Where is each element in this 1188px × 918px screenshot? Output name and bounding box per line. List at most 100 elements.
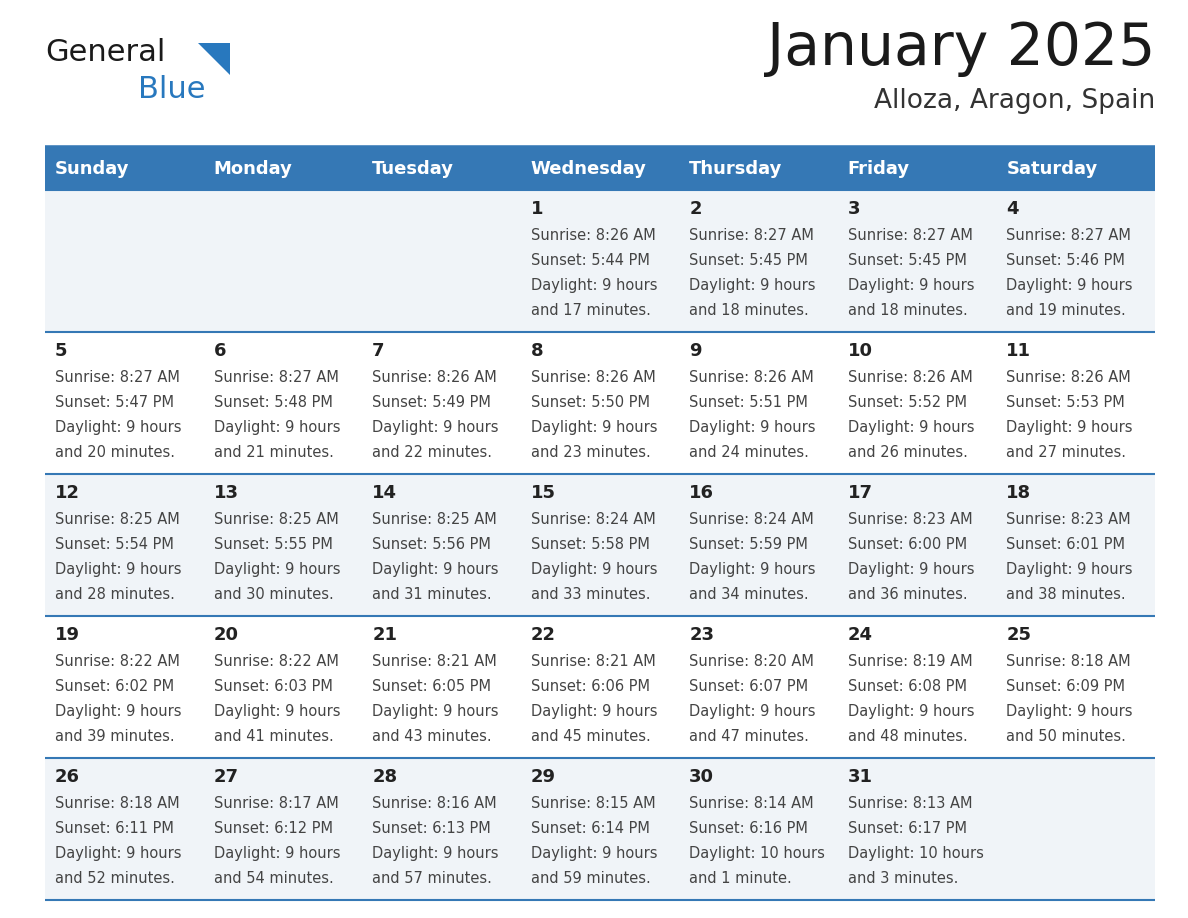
Text: and 52 minutes.: and 52 minutes.	[55, 870, 175, 886]
Text: and 54 minutes.: and 54 minutes.	[214, 870, 334, 886]
Text: Sunrise: 8:24 AM: Sunrise: 8:24 AM	[531, 512, 656, 527]
Text: and 50 minutes.: and 50 minutes.	[1006, 729, 1126, 744]
Text: Tuesday: Tuesday	[372, 160, 454, 178]
Text: Sunset: 5:59 PM: Sunset: 5:59 PM	[689, 537, 808, 552]
Text: Sunset: 6:01 PM: Sunset: 6:01 PM	[1006, 537, 1125, 552]
Text: Sunset: 5:52 PM: Sunset: 5:52 PM	[848, 395, 967, 410]
Text: January 2025: January 2025	[766, 20, 1155, 77]
Text: and 27 minutes.: and 27 minutes.	[1006, 444, 1126, 460]
Bar	[45, 758, 1155, 900]
Text: Blue: Blue	[138, 75, 206, 104]
Text: Monday: Monday	[214, 160, 292, 178]
Text: and 23 minutes.: and 23 minutes.	[531, 444, 651, 460]
Polygon shape	[198, 43, 230, 75]
Text: Sunrise: 8:27 AM: Sunrise: 8:27 AM	[689, 228, 814, 243]
Text: Sunrise: 8:25 AM: Sunrise: 8:25 AM	[55, 512, 179, 527]
Text: 23: 23	[689, 626, 714, 644]
Text: Sunset: 5:46 PM: Sunset: 5:46 PM	[1006, 252, 1125, 268]
Text: Sunrise: 8:18 AM: Sunrise: 8:18 AM	[1006, 654, 1131, 669]
Text: 21: 21	[372, 626, 397, 644]
Text: and 3 minutes.: and 3 minutes.	[848, 870, 959, 886]
Text: Sunrise: 8:22 AM: Sunrise: 8:22 AM	[55, 654, 179, 669]
Text: Daylight: 9 hours: Daylight: 9 hours	[689, 420, 816, 435]
Text: and 39 minutes.: and 39 minutes.	[55, 729, 175, 744]
Text: Sunrise: 8:22 AM: Sunrise: 8:22 AM	[214, 654, 339, 669]
Text: Daylight: 9 hours: Daylight: 9 hours	[848, 704, 974, 719]
Bar	[45, 190, 1155, 332]
Text: Sunrise: 8:19 AM: Sunrise: 8:19 AM	[848, 654, 973, 669]
Text: Sunrise: 8:27 AM: Sunrise: 8:27 AM	[1006, 228, 1131, 243]
Text: and 41 minutes.: and 41 minutes.	[214, 729, 334, 744]
Text: Sunset: 6:02 PM: Sunset: 6:02 PM	[55, 679, 175, 694]
Text: and 59 minutes.: and 59 minutes.	[531, 870, 651, 886]
Text: 14: 14	[372, 484, 397, 502]
Text: 18: 18	[1006, 484, 1031, 502]
Text: Sunday: Sunday	[55, 160, 129, 178]
Text: Sunset: 6:07 PM: Sunset: 6:07 PM	[689, 679, 808, 694]
Text: Daylight: 10 hours: Daylight: 10 hours	[689, 845, 826, 861]
Text: Sunset: 6:11 PM: Sunset: 6:11 PM	[55, 821, 173, 836]
Text: Sunset: 5:48 PM: Sunset: 5:48 PM	[214, 395, 333, 410]
Text: and 26 minutes.: and 26 minutes.	[848, 444, 968, 460]
Text: Sunrise: 8:26 AM: Sunrise: 8:26 AM	[531, 228, 656, 243]
Text: 24: 24	[848, 626, 873, 644]
Text: Sunrise: 8:27 AM: Sunrise: 8:27 AM	[848, 228, 973, 243]
Text: Daylight: 9 hours: Daylight: 9 hours	[689, 704, 816, 719]
Text: 26: 26	[55, 768, 80, 786]
Text: 2: 2	[689, 200, 702, 218]
Text: Daylight: 9 hours: Daylight: 9 hours	[372, 562, 499, 577]
Text: and 57 minutes.: and 57 minutes.	[372, 870, 492, 886]
Text: 1: 1	[531, 200, 543, 218]
Text: Sunrise: 8:26 AM: Sunrise: 8:26 AM	[531, 370, 656, 385]
Text: and 1 minute.: and 1 minute.	[689, 870, 792, 886]
Text: Sunset: 6:09 PM: Sunset: 6:09 PM	[1006, 679, 1125, 694]
Text: Daylight: 9 hours: Daylight: 9 hours	[848, 562, 974, 577]
Text: Sunset: 5:45 PM: Sunset: 5:45 PM	[689, 252, 808, 268]
Text: Daylight: 9 hours: Daylight: 9 hours	[848, 278, 974, 293]
Text: Daylight: 9 hours: Daylight: 9 hours	[1006, 562, 1133, 577]
Text: Sunset: 5:49 PM: Sunset: 5:49 PM	[372, 395, 491, 410]
Text: and 24 minutes.: and 24 minutes.	[689, 444, 809, 460]
Text: 4: 4	[1006, 200, 1019, 218]
Text: and 31 minutes.: and 31 minutes.	[372, 587, 492, 601]
Text: Daylight: 9 hours: Daylight: 9 hours	[1006, 278, 1133, 293]
Text: and 18 minutes.: and 18 minutes.	[689, 303, 809, 318]
Text: Sunrise: 8:13 AM: Sunrise: 8:13 AM	[848, 796, 972, 811]
Text: Sunrise: 8:24 AM: Sunrise: 8:24 AM	[689, 512, 814, 527]
Bar	[45, 616, 1155, 758]
Text: Daylight: 9 hours: Daylight: 9 hours	[1006, 420, 1133, 435]
Text: 6: 6	[214, 342, 226, 360]
Text: Sunrise: 8:17 AM: Sunrise: 8:17 AM	[214, 796, 339, 811]
Text: and 43 minutes.: and 43 minutes.	[372, 729, 492, 744]
Text: and 47 minutes.: and 47 minutes.	[689, 729, 809, 744]
Text: and 17 minutes.: and 17 minutes.	[531, 303, 651, 318]
Text: 11: 11	[1006, 342, 1031, 360]
Text: Sunrise: 8:26 AM: Sunrise: 8:26 AM	[689, 370, 814, 385]
Text: Daylight: 9 hours: Daylight: 9 hours	[531, 278, 657, 293]
Text: 22: 22	[531, 626, 556, 644]
Text: and 36 minutes.: and 36 minutes.	[848, 587, 967, 601]
Text: Wednesday: Wednesday	[531, 160, 646, 178]
Text: and 19 minutes.: and 19 minutes.	[1006, 303, 1126, 318]
Text: Sunset: 6:16 PM: Sunset: 6:16 PM	[689, 821, 808, 836]
Text: 30: 30	[689, 768, 714, 786]
Text: 9: 9	[689, 342, 702, 360]
Text: and 33 minutes.: and 33 minutes.	[531, 587, 650, 601]
Text: Sunrise: 8:26 AM: Sunrise: 8:26 AM	[1006, 370, 1131, 385]
Text: and 21 minutes.: and 21 minutes.	[214, 444, 334, 460]
Text: Sunrise: 8:25 AM: Sunrise: 8:25 AM	[214, 512, 339, 527]
Text: Daylight: 9 hours: Daylight: 9 hours	[55, 704, 182, 719]
Text: Alloza, Aragon, Spain: Alloza, Aragon, Spain	[873, 88, 1155, 114]
Text: 25: 25	[1006, 626, 1031, 644]
Text: Daylight: 9 hours: Daylight: 9 hours	[214, 704, 340, 719]
Text: Daylight: 9 hours: Daylight: 9 hours	[531, 704, 657, 719]
Text: Sunrise: 8:23 AM: Sunrise: 8:23 AM	[1006, 512, 1131, 527]
Text: Daylight: 9 hours: Daylight: 9 hours	[214, 420, 340, 435]
Text: 13: 13	[214, 484, 239, 502]
Text: Sunrise: 8:23 AM: Sunrise: 8:23 AM	[848, 512, 973, 527]
Text: Daylight: 9 hours: Daylight: 9 hours	[55, 845, 182, 861]
Text: 27: 27	[214, 768, 239, 786]
Text: and 20 minutes.: and 20 minutes.	[55, 444, 175, 460]
Text: and 30 minutes.: and 30 minutes.	[214, 587, 334, 601]
Text: Sunrise: 8:18 AM: Sunrise: 8:18 AM	[55, 796, 179, 811]
